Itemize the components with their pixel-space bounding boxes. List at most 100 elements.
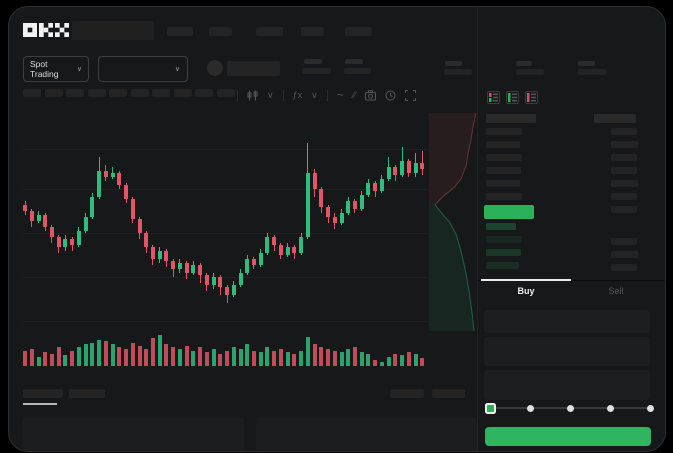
timeframe-slot[interactable]: [66, 89, 84, 97]
ask-row[interactable]: [486, 180, 520, 187]
buy-submit-button[interactable]: [485, 427, 651, 446]
amount-row[interactable]: [611, 154, 637, 161]
candle: [70, 239, 75, 245]
candle: [400, 161, 405, 175]
candle: [204, 275, 209, 285]
ask-row[interactable]: [486, 128, 522, 135]
bid-row[interactable]: [486, 262, 519, 269]
compare-icon[interactable]: ∕∕: [352, 90, 356, 100]
timeframe-slot[interactable]: [152, 89, 170, 97]
tab-buy[interactable]: Buy: [517, 286, 535, 296]
candle: [272, 237, 277, 245]
nav-item-3[interactable]: [256, 27, 283, 36]
nav-item-2[interactable]: [209, 27, 232, 36]
volume-bar: [373, 359, 378, 366]
amount-row[interactable]: [611, 128, 637, 135]
amount-input[interactable]: [484, 337, 650, 366]
candle: [171, 261, 176, 269]
amount-row[interactable]: [611, 193, 637, 200]
volume-bar: [292, 353, 297, 366]
nav-item-5[interactable]: [345, 27, 372, 36]
amount-row[interactable]: [611, 206, 637, 213]
amount-row[interactable]: [611, 167, 637, 174]
fullscreen-icon[interactable]: [404, 89, 416, 101]
bottom-action-2[interactable]: [432, 389, 465, 398]
book-asks-icon[interactable]: [525, 91, 538, 104]
slider-stop[interactable]: [526, 404, 534, 412]
total-input[interactable]: [484, 370, 650, 400]
volume-bar: [204, 352, 209, 366]
timeframe-slot[interactable]: [216, 89, 235, 97]
active-tab-indicator: [481, 279, 571, 281]
amount-row[interactable]: [611, 264, 637, 271]
amount-row[interactable]: [611, 180, 638, 187]
chevron-down-icon[interactable]: ∨: [267, 90, 274, 100]
timeframe-slot[interactable]: [195, 89, 213, 97]
ask-row[interactable]: [486, 193, 522, 200]
nav-item-1[interactable]: [167, 27, 193, 36]
amount-row[interactable]: [611, 238, 637, 245]
indicator-fx-icon[interactable]: ƒx: [292, 90, 303, 100]
candle: [117, 173, 122, 185]
candle: [225, 287, 229, 295]
chevron-down-icon[interactable]: ∨: [311, 90, 318, 100]
okx-logo[interactable]: [23, 23, 69, 38]
candle: [97, 171, 102, 197]
candle: [63, 239, 68, 247]
ask-row[interactable]: [486, 167, 521, 174]
bottom-tab-2[interactable]: [69, 389, 105, 398]
timeframe-slot[interactable]: [23, 89, 41, 97]
volume-bar: [198, 347, 203, 366]
volume-bar: [110, 344, 115, 366]
last-price-badge[interactable]: [484, 205, 534, 219]
amount-row[interactable]: [611, 251, 638, 258]
candle: [198, 265, 203, 275]
volume-bar: [312, 344, 317, 366]
volume-bar: [36, 356, 41, 366]
timeframe-slot[interactable]: [44, 89, 63, 97]
ask-row[interactable]: [486, 154, 522, 161]
bottom-tab-active[interactable]: [23, 389, 63, 398]
candle: [265, 237, 270, 253]
book-bids-icon[interactable]: [506, 91, 519, 104]
slider-stop[interactable]: [646, 404, 654, 412]
line-style-icon[interactable]: ~: [336, 88, 344, 102]
volume-bar: [218, 353, 223, 366]
volume-bar: [90, 342, 95, 366]
candle: [130, 199, 135, 219]
timeframe-slot[interactable]: [173, 89, 192, 97]
divider: [326, 89, 328, 101]
slider-stop[interactable]: [606, 404, 614, 412]
timeframe-slot[interactable]: [87, 89, 106, 97]
tab-sell[interactable]: Sell: [608, 286, 624, 296]
candlestick-chart[interactable]: [23, 117, 427, 317]
timeframe-slot[interactable]: [109, 89, 127, 97]
candle: [164, 251, 169, 261]
slider-handle[interactable]: [484, 402, 496, 414]
book-split-icon[interactable]: [487, 91, 500, 104]
candle: [144, 233, 149, 247]
bid-row[interactable]: [486, 223, 516, 230]
nav-item-4[interactable]: [301, 27, 324, 36]
bid-row[interactable]: [486, 249, 521, 256]
interval-candles-icon[interactable]: [247, 90, 258, 101]
header-search-placeholder[interactable]: [72, 21, 154, 40]
bottom-action-1[interactable]: [390, 389, 424, 398]
price-input[interactable]: [484, 310, 650, 333]
chevron-down-icon: ∨: [76, 66, 82, 73]
timeframe-slot[interactable]: [130, 89, 149, 97]
candle: [339, 213, 344, 223]
slider-stop[interactable]: [566, 404, 574, 412]
ask-row[interactable]: [486, 141, 520, 148]
pair-dropdown[interactable]: ∨: [98, 56, 188, 82]
volume-bar: [211, 348, 216, 366]
gridline: [23, 189, 427, 191]
volume-bar: [265, 347, 270, 366]
market-type-dropdown[interactable]: Spot Trading ∨: [23, 56, 89, 82]
panel-divider: [477, 7, 478, 451]
amount-row[interactable]: [611, 141, 638, 148]
bid-row[interactable]: [486, 236, 522, 243]
countdown-icon[interactable]: [385, 90, 396, 101]
screenshot-icon[interactable]: [364, 89, 376, 101]
candle: [305, 173, 310, 237]
